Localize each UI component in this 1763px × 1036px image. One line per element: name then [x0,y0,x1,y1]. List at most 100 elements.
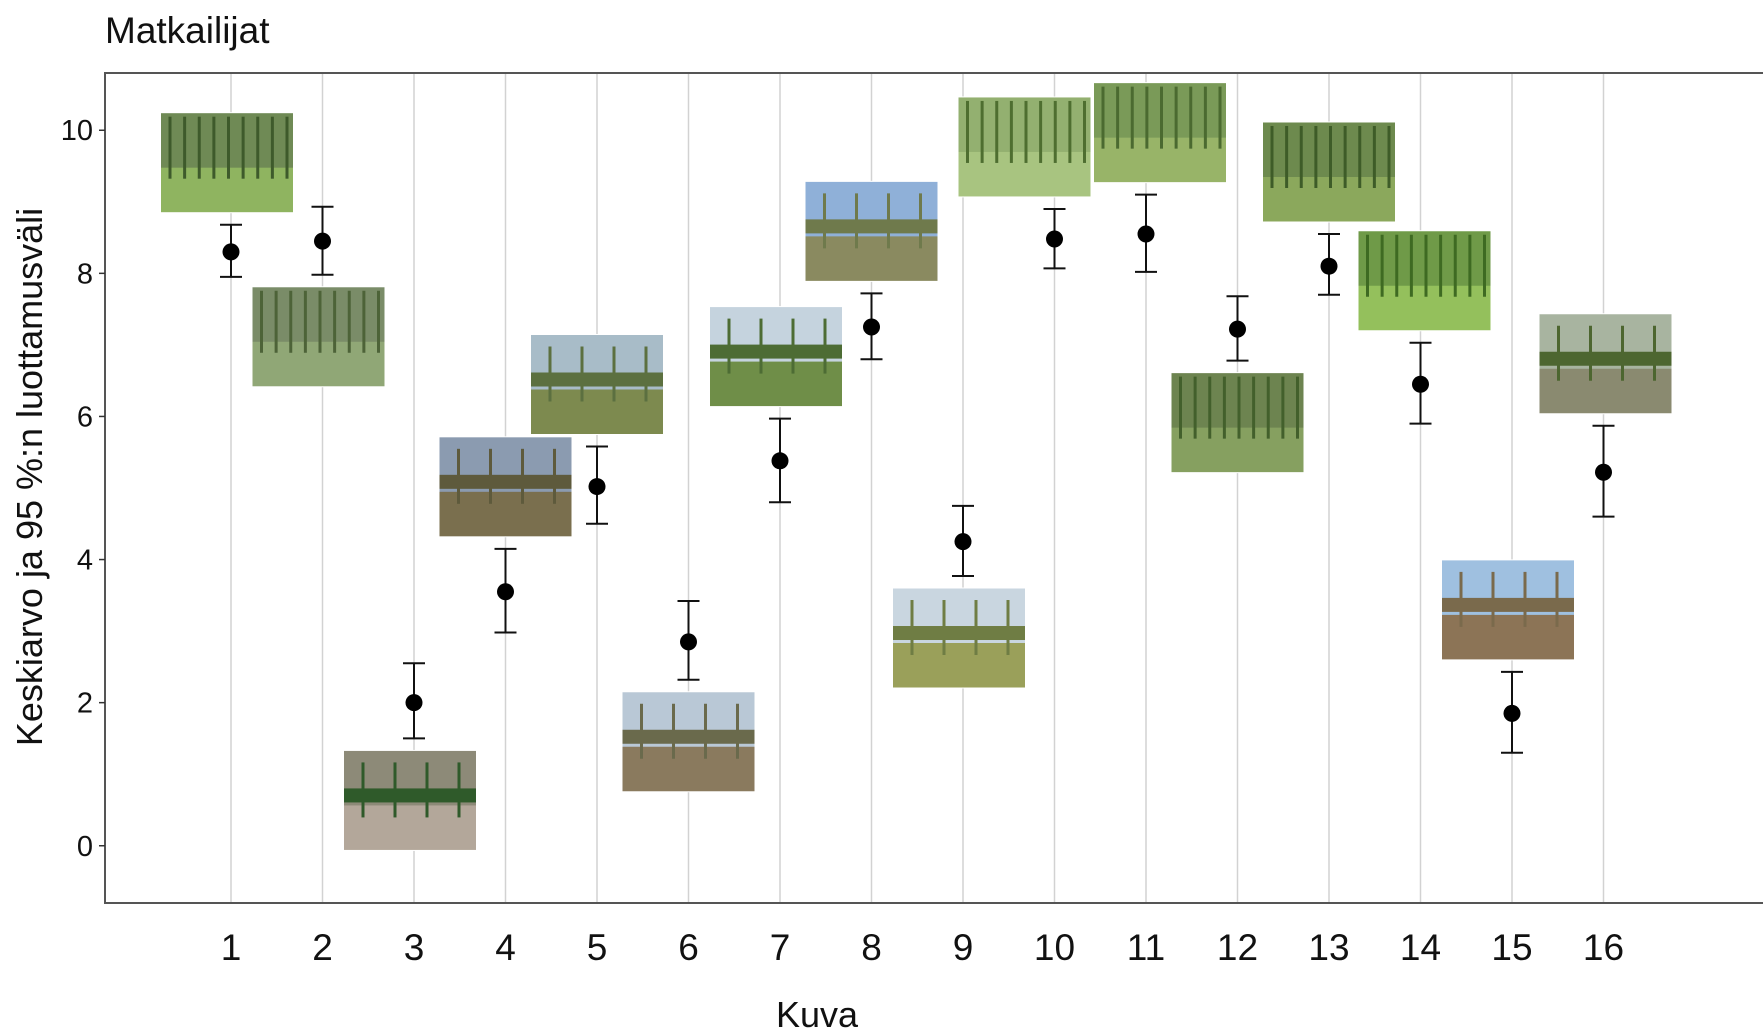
photo-trunk [823,193,826,249]
photo-trunk [1387,125,1391,188]
photo-trunk [1314,125,1318,188]
y-axis-title: Keskiarvo ja 95 %:n luottamusväli [9,208,50,746]
photo-trunk [727,318,731,374]
photo-trunk [1424,234,1428,297]
photo-treeline [1441,597,1575,612]
photo-trunk [333,290,337,353]
clearcut-photo [709,306,843,408]
forest-photo [1093,82,1227,184]
photo-trunk [1218,86,1222,149]
photo-trunk [736,703,739,759]
photo-ground [709,361,843,407]
photo-trunk [1130,86,1134,149]
photo-trunk [1395,234,1399,297]
photo-border [438,436,573,538]
photo-trunk [966,100,969,163]
photo-treeline [343,788,477,803]
photo-trunk [241,116,245,179]
photo-trunk [1116,86,1120,149]
photo-trunk [457,448,460,504]
x-tick-label: 11 [1127,927,1165,968]
photo-border [892,587,1026,689]
clearcut-photo [804,180,939,282]
data-point [1137,225,1155,243]
photo-trunk [1555,571,1559,627]
photo-trunk [919,193,922,249]
photo-treeline [530,372,664,387]
photo-trunk [377,290,380,353]
photo-trunk [791,318,795,374]
photo-trunk [260,290,263,353]
chart-title: Matkailijat [105,10,270,51]
photo-border [1441,559,1575,661]
y-tick-label: 2 [77,688,93,720]
photo-trunk [1491,571,1495,627]
photo-border [804,180,939,282]
photo-trunk [942,600,946,656]
x-tick-label: 13 [1308,927,1349,968]
y-axis: 0 2 4 6 8 10 [61,115,105,863]
photo-trunk [489,448,492,504]
photo-ground [1539,368,1672,414]
data-point [1595,463,1612,481]
photo-trunk [521,448,524,504]
photo-trunk [256,116,260,179]
photo-trunk [1039,100,1043,163]
data-point [314,232,331,250]
photo-trunk [1296,376,1299,439]
forest-photo [1170,372,1305,474]
photo-trunk [303,290,307,353]
data-point [863,318,880,336]
photo-border [1538,313,1673,415]
clearcut-photo [621,691,756,793]
photo-trunk [1101,86,1105,149]
photo-trunk [1009,100,1013,163]
photo-trunk [1459,571,1463,627]
photo-border [343,749,477,851]
data-point [1229,320,1246,338]
photo-trunk [1083,100,1086,163]
data-point [1503,704,1521,722]
photo-thumbnails [160,82,1673,851]
photo-trunk [644,346,648,402]
photo-trunk [640,703,643,759]
photo-trunk [347,290,351,353]
x-tick-label: 12 [1217,927,1258,968]
photo-trunk [980,100,984,163]
clearcut-photo [530,334,664,435]
photo-trunk [1343,125,1347,188]
x-tick-label: 15 [1491,927,1532,968]
photo-trunk [1024,100,1028,163]
photo-treeline [805,219,938,234]
photo-border [160,112,294,214]
photo-trunk [457,762,461,818]
x-tick-label: 9 [953,927,974,968]
data-point [1412,375,1429,393]
photo-trunk [1409,234,1413,297]
photo-trunk [580,346,584,402]
mean-points [222,225,1612,722]
data-point [680,633,697,651]
photo-trunk [1203,86,1207,149]
photo-trunk [361,762,365,818]
photo-trunk [1208,376,1212,439]
photo-trunk [1329,125,1332,188]
clearcut-photo [438,436,573,538]
x-tick-label: 6 [678,927,699,968]
photo-border [621,691,756,793]
photo-trunk [1453,234,1457,297]
photo-trunk [1068,100,1072,163]
x-tick-label: 5 [587,927,608,968]
photo-trunk [1270,125,1274,188]
photo-trunk [1189,86,1193,149]
photo-trunk [1237,376,1241,439]
clearcut-photo [1538,313,1673,415]
photo-trunk [1281,376,1285,439]
photo-trunk [1193,376,1197,439]
x-tick-label: 14 [1400,927,1441,968]
photo-border [957,96,1092,198]
photo-trunk [1621,325,1624,381]
photo-border [1170,372,1305,474]
photo-trunk [1252,376,1256,439]
y-tick-label: 10 [61,115,93,147]
